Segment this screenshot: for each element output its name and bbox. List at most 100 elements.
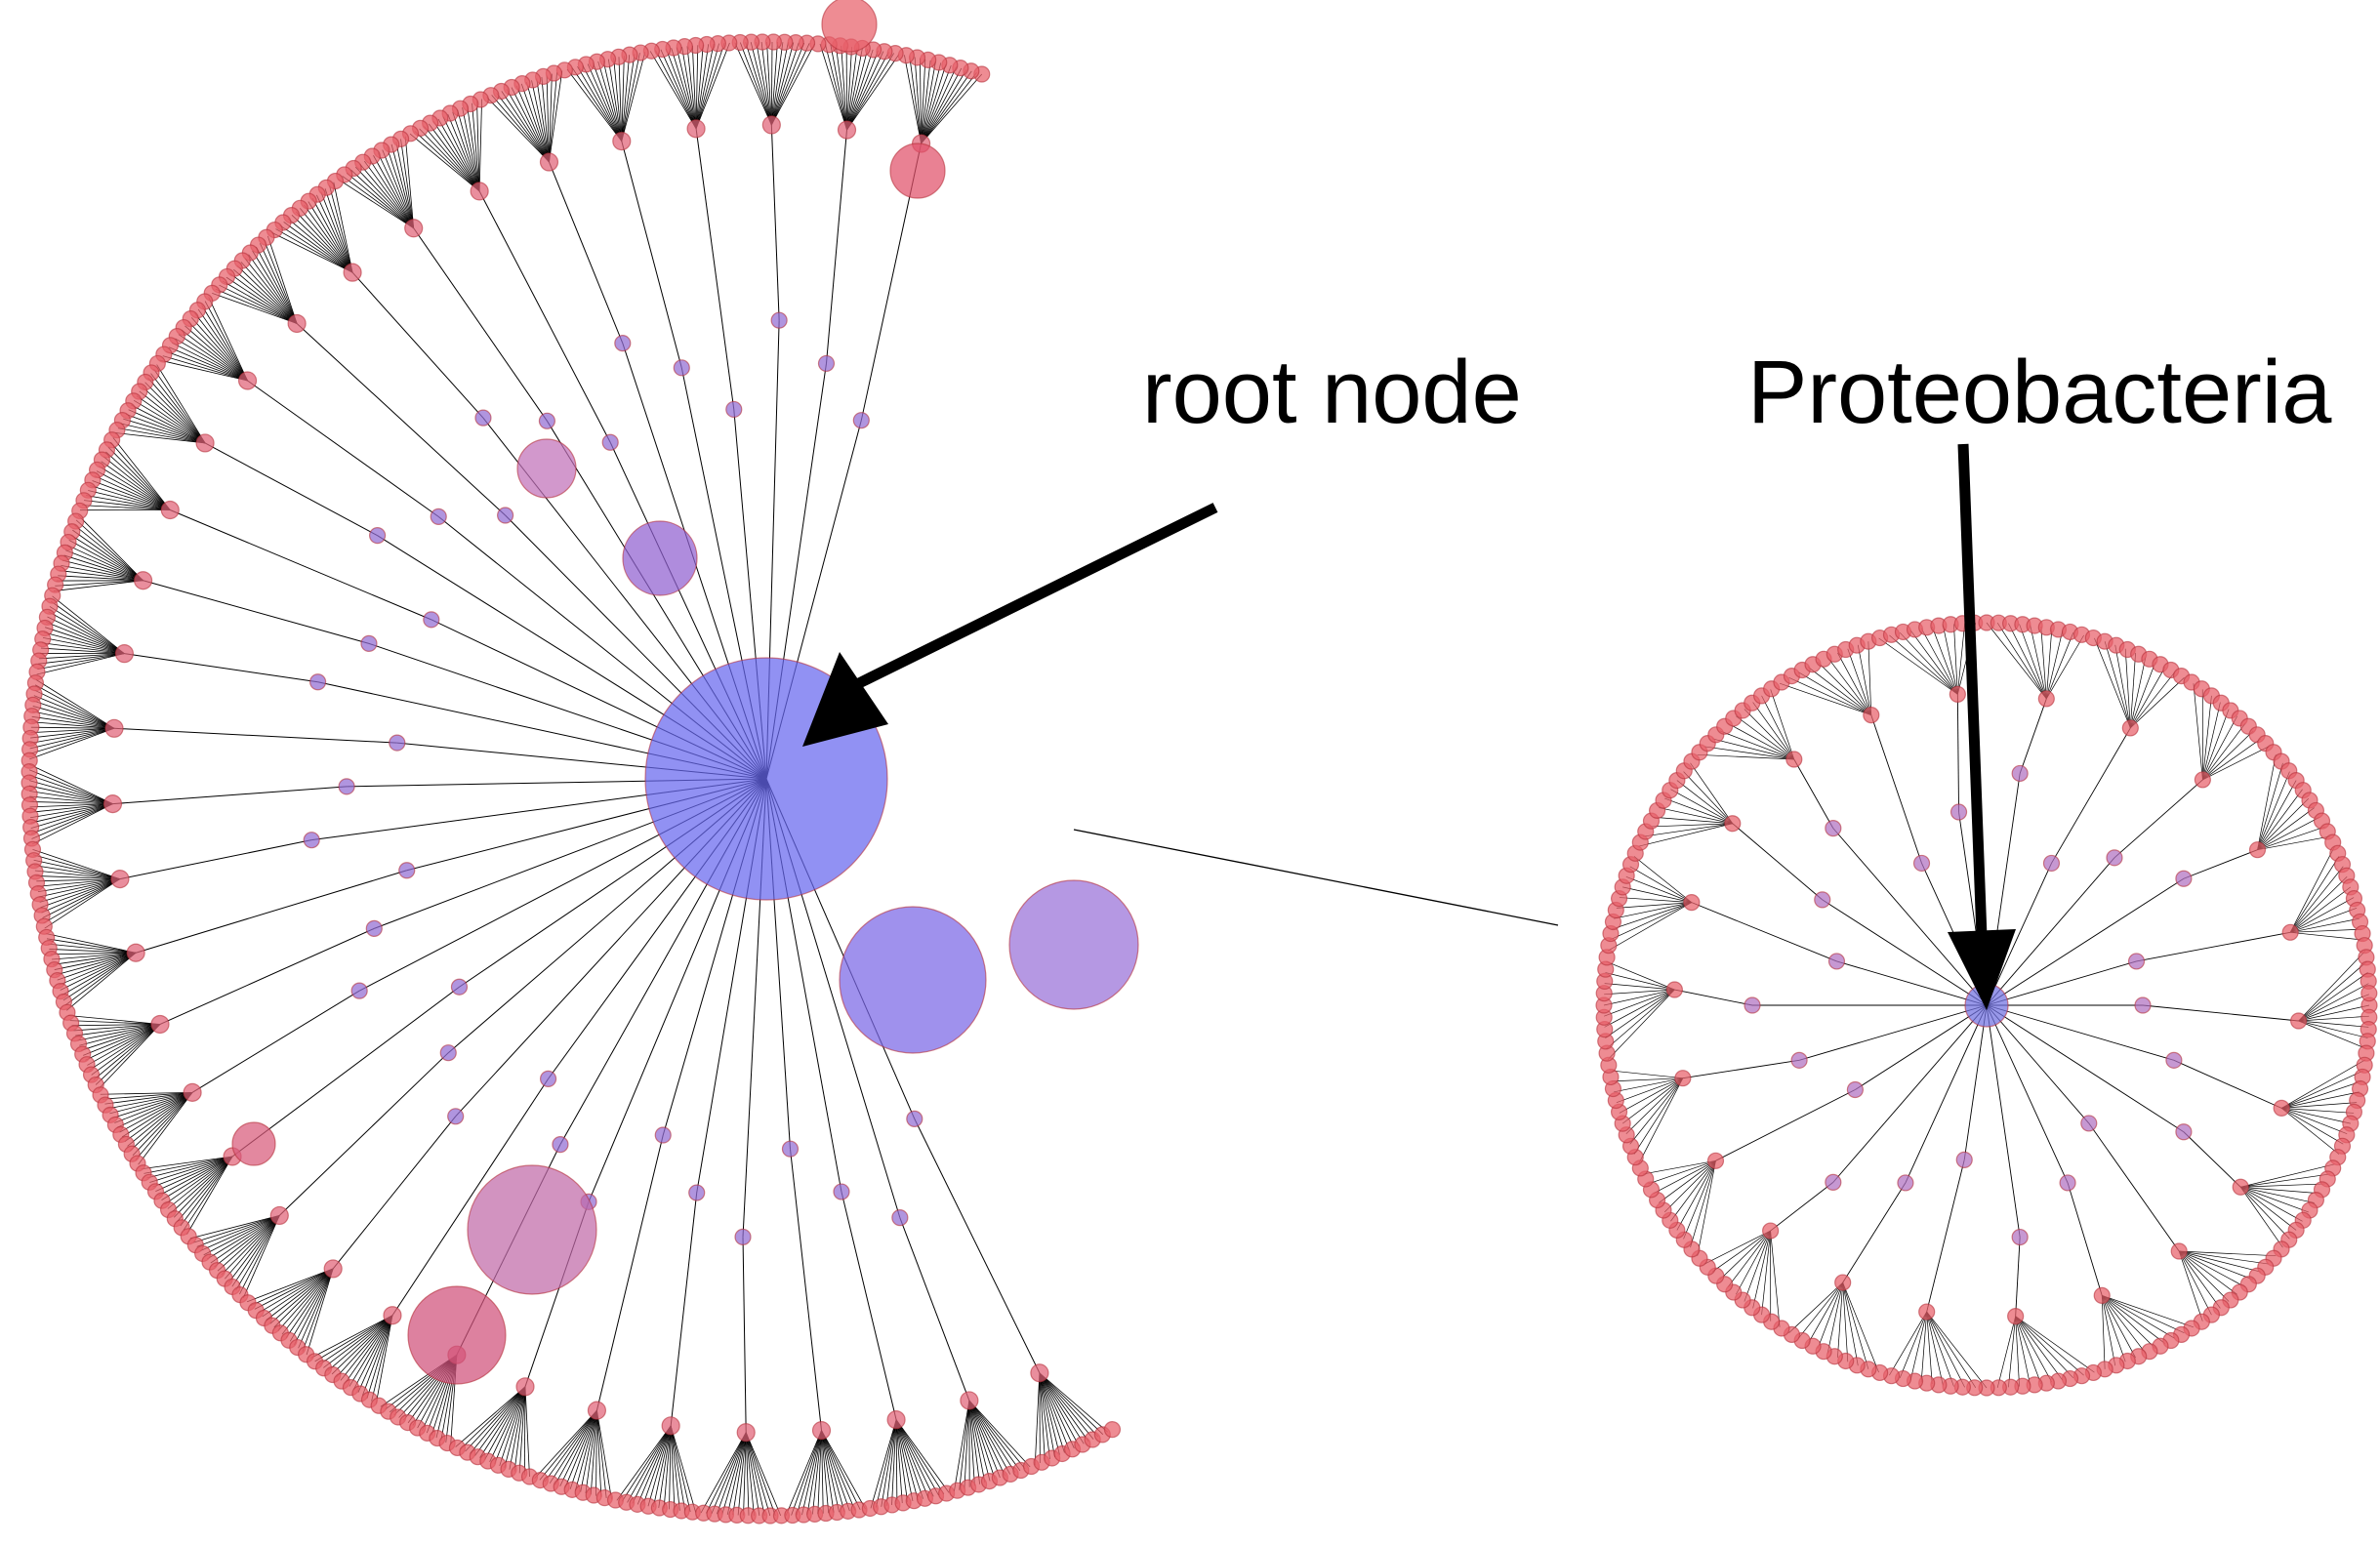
tree-edge [899,1217,970,1402]
tree-edge [734,42,772,126]
tree-edge [2257,835,2330,851]
tree-edge [65,549,144,582]
internal-node [654,1126,672,1144]
tree-edge [2130,667,2166,729]
tree-edge [138,1092,193,1165]
tree-edge [2045,628,2053,699]
tree-edge [1826,1282,1844,1354]
tree-edge [34,865,120,879]
tree-edge [670,1192,698,1426]
tree-edge [470,1386,526,1454]
tree-edge [246,1268,334,1303]
internal-node [104,718,124,738]
tree-edge [1761,1231,1771,1316]
tree-edge [302,1268,334,1352]
tree-edge [801,1430,822,1516]
subtree-connector-line [1073,829,1559,926]
tree-edge [895,1419,914,1502]
internal-node [734,1228,752,1245]
tree-edge [1798,671,1871,715]
tree-edge [1761,695,1795,760]
internal-node [538,412,556,429]
tree-edge [1711,1230,1771,1273]
tree-edge [340,1315,393,1381]
tree-edge [79,1024,161,1046]
tree-edge [1842,1282,1859,1366]
tree-edge [247,380,439,517]
tree-edge [219,284,298,324]
tree-edge [681,46,697,129]
tree-edge [362,1315,393,1396]
tree-edge [266,1268,334,1321]
tree-edge [128,409,206,444]
tree-edge [1625,875,1692,903]
tree-edge [149,1156,233,1183]
tree-edge [47,616,125,655]
tree-edge [2015,1316,2064,1381]
tree-edge [1842,1182,1907,1283]
tree-edge [180,1156,233,1227]
internal-node [1846,1080,1864,1099]
tree-edge [1604,989,1675,1028]
tree-edge [103,456,171,510]
tree-edge [124,1092,193,1142]
tree-edge [1611,902,1692,930]
tree-edge [273,1268,334,1328]
tree-edge [70,534,144,582]
tree-edge [825,130,848,364]
tree-edge [323,1315,393,1368]
tree-edge [914,57,922,144]
tree-edge [2298,983,2369,1022]
internal-node [2165,1051,2183,1069]
internal-node [183,1082,202,1102]
internal-node [686,119,706,139]
tree-edge [283,222,353,273]
tree-edge [726,1432,747,1516]
tree-edge [186,1156,233,1235]
internal-node [1706,1152,1725,1169]
tree-edge [875,1419,897,1508]
tree-edge [1676,780,1733,825]
tree-edge [2101,1295,2147,1354]
tree-edge [2290,917,2359,933]
tree-edge [30,803,113,834]
tree-edge [44,878,121,929]
tree-edge [706,1432,747,1514]
internal-node [736,1423,756,1443]
tree-edge [94,475,171,510]
internal-node [497,507,514,524]
internal-node [2037,690,2055,708]
tree-edge [770,42,778,126]
tree-edge [1039,1372,1080,1446]
tree-edge [107,446,171,510]
tree-edge [2280,1108,2340,1155]
tree-edge [2015,1316,2074,1379]
tree-edge [846,52,889,131]
tree-edge [2104,641,2131,729]
internal-node [2121,719,2139,737]
tree-edge [1039,1372,1099,1438]
tree-edge [1039,1372,1094,1440]
tree-edge [69,1020,160,1025]
tree-edge [2101,1295,2126,1362]
tree-edge [34,689,115,729]
tree-edge [60,952,137,991]
tree-edge [2183,849,2258,879]
tree-edge [2102,1295,2195,1328]
tree-edge [647,1425,672,1507]
tree-edge [770,42,800,126]
tree-edge [2094,637,2131,729]
tree-edge [1616,902,1692,909]
tree-edge [1659,1160,1716,1203]
tree-edge [660,49,697,130]
tree-edge [1616,1077,1683,1103]
tree-edge [670,1425,680,1511]
tree-edge [38,653,125,665]
tree-edge [1807,1281,1843,1344]
tree-edge [1878,637,1958,695]
tree-edge [144,382,206,444]
tree-edge [462,107,480,191]
internal-node [110,870,130,889]
tree-edge [2240,1186,2315,1203]
tree-edge [1622,886,1692,903]
